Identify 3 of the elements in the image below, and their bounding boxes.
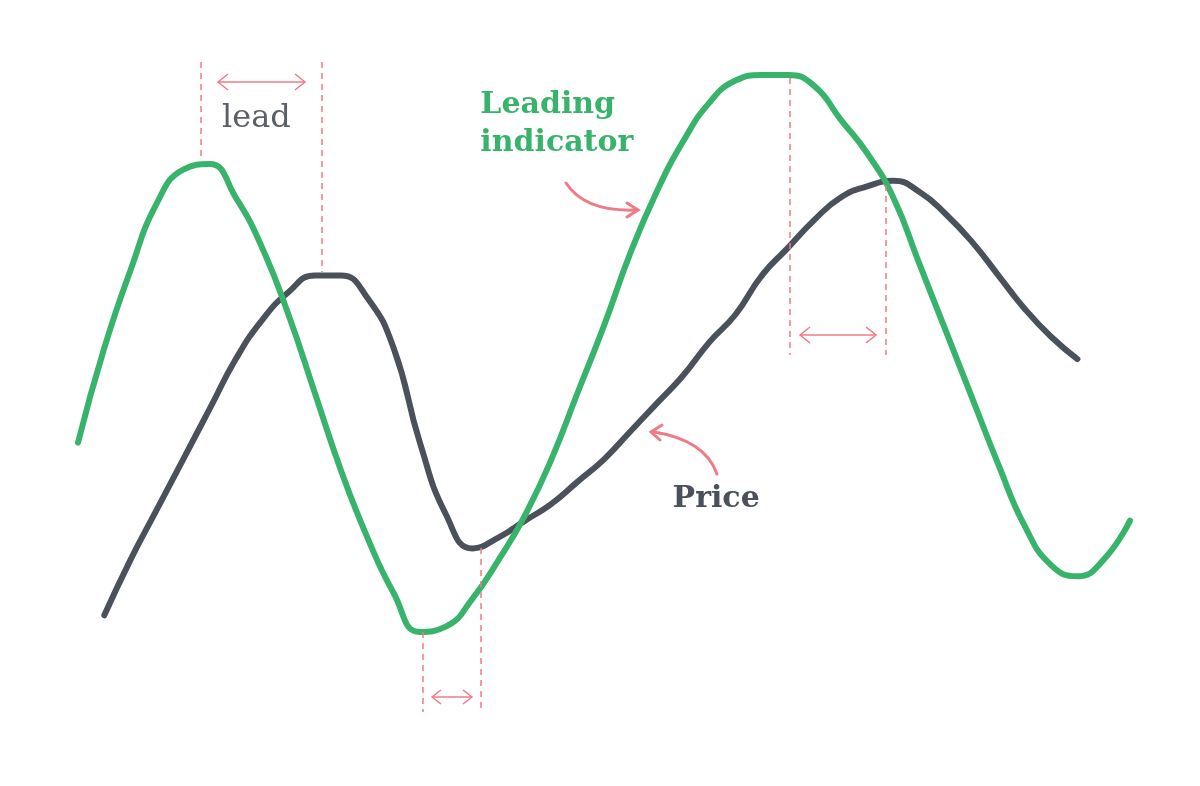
series-label: Leading indicator (480, 84, 635, 158)
annotation: lead (222, 97, 291, 135)
text: Price (672, 479, 760, 515)
